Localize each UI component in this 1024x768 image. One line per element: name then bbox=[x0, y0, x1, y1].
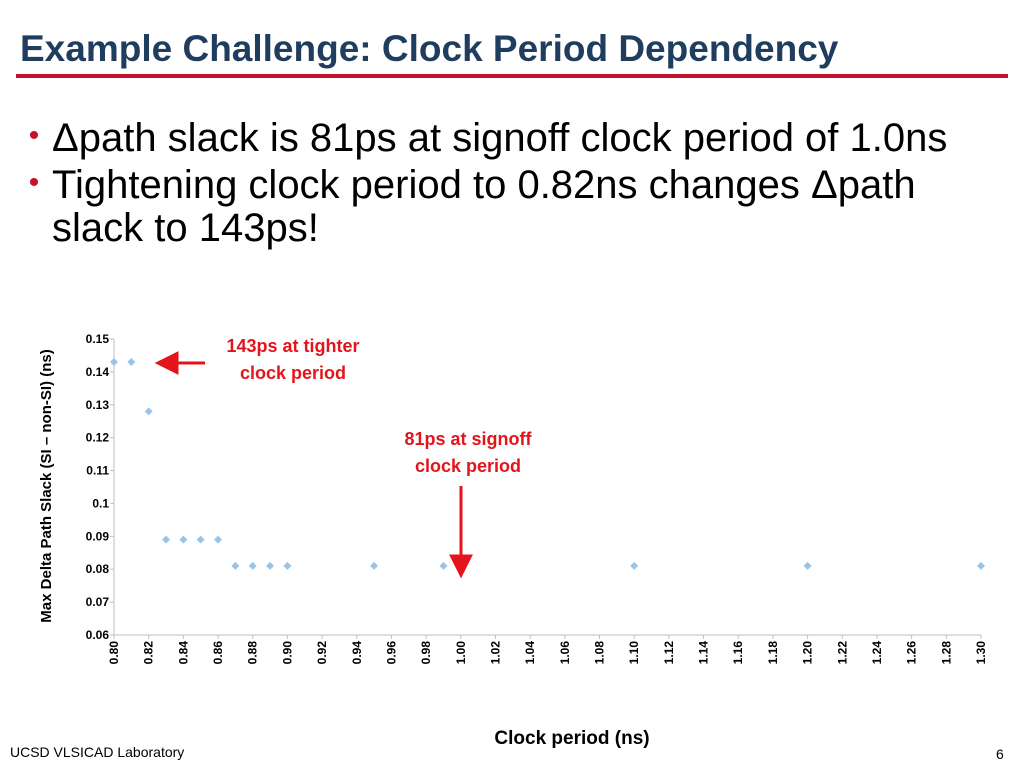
x-tick-label: 1.26 bbox=[905, 641, 919, 665]
x-tick-label: 1.12 bbox=[662, 641, 676, 665]
y-tick-label: 0.11 bbox=[86, 464, 109, 478]
annotation-text: clock period bbox=[415, 456, 521, 476]
bullet-item: • Δpath slack is 81ps at signoff clock p… bbox=[26, 117, 986, 160]
x-tick-label: 0.98 bbox=[419, 641, 433, 665]
x-tick-label: 1.20 bbox=[801, 641, 815, 665]
data-point bbox=[127, 358, 136, 367]
data-point bbox=[266, 561, 275, 570]
x-tick-label: 0.90 bbox=[280, 641, 294, 665]
x-tick-label: 1.08 bbox=[593, 641, 607, 665]
x-tick-label: 0.82 bbox=[142, 641, 156, 665]
data-point bbox=[370, 561, 379, 570]
data-point bbox=[803, 561, 812, 570]
bullet-item: • Tightening clock period to 0.82ns chan… bbox=[26, 164, 986, 250]
page-number: 6 bbox=[996, 746, 1004, 762]
bullet-text: Tightening clock period to 0.82ns change… bbox=[52, 163, 916, 250]
data-point bbox=[283, 561, 292, 570]
data-point bbox=[110, 358, 118, 367]
x-tick-label: 0.84 bbox=[176, 641, 190, 665]
footer-lab-name: UCSD VLSICAD Laboratory bbox=[10, 744, 185, 760]
data-point bbox=[179, 535, 188, 544]
x-tick-label: 1.22 bbox=[835, 641, 849, 665]
y-tick-label: 0.13 bbox=[86, 398, 110, 412]
x-tick-label: 1.02 bbox=[488, 641, 502, 665]
data-point bbox=[977, 561, 985, 570]
y-tick-label: 0.12 bbox=[86, 431, 110, 445]
y-tick-label: 0.15 bbox=[86, 332, 110, 346]
x-tick-label: 0.92 bbox=[315, 641, 329, 665]
y-axis-label: Max Delta Path Slack (SI – non-SI) (ns) bbox=[38, 349, 55, 622]
data-point bbox=[439, 561, 448, 570]
data-point bbox=[196, 535, 205, 544]
x-tick-label: 1.10 bbox=[627, 641, 641, 665]
data-point bbox=[231, 561, 240, 570]
x-tick-label: 1.06 bbox=[558, 641, 572, 665]
x-tick-label: 1.18 bbox=[766, 641, 780, 665]
scatter-chart: 0.060.070.080.090.10.110.120.130.140.15 … bbox=[38, 332, 988, 749]
x-tick-label: 0.94 bbox=[350, 641, 364, 665]
y-tick-label: 0.08 bbox=[86, 562, 110, 576]
y-tick-label: 0.07 bbox=[86, 595, 110, 609]
x-tick-label: 0.86 bbox=[211, 641, 225, 665]
data-point bbox=[162, 535, 171, 544]
x-tick-label: 1.14 bbox=[697, 641, 711, 665]
y-tick-label: 0.09 bbox=[86, 529, 110, 543]
x-tick-label: 0.96 bbox=[384, 641, 398, 665]
x-tick-labels: 0.80 0.82 0.84 0.86 0.88 0.90 0.92 0.94 0.96 0.98… bbox=[107, 641, 988, 665]
annotations: 143ps at tighter clock period 81ps at sign… bbox=[154, 336, 533, 579]
bullet-list: • Δpath slack is 81ps at signoff clock p… bbox=[26, 117, 986, 254]
data-point bbox=[144, 407, 153, 416]
bullet-marker: • bbox=[28, 166, 40, 199]
x-axis-label: Clock period (ns) bbox=[494, 728, 649, 749]
data-point bbox=[248, 561, 257, 570]
chart-axes bbox=[110, 338, 982, 639]
x-tick-label: 0.88 bbox=[246, 641, 260, 665]
x-tick-label: 1.00 bbox=[454, 641, 468, 665]
x-tick-label: 0.80 bbox=[107, 641, 121, 665]
annotation-text: 143ps at tighter bbox=[226, 336, 359, 356]
bullet-text: Δpath slack is 81ps at signoff clock per… bbox=[52, 116, 948, 160]
y-tick-label: 0.14 bbox=[86, 365, 110, 379]
x-tick-label: 1.30 bbox=[974, 641, 988, 665]
x-tick-label: 1.28 bbox=[939, 641, 953, 665]
annotation-text: clock period bbox=[240, 363, 346, 383]
x-tick-label: 1.24 bbox=[870, 641, 884, 665]
data-point bbox=[630, 561, 639, 570]
title-underline bbox=[16, 74, 1008, 78]
x-tick-label: 1.16 bbox=[731, 641, 745, 665]
annotation-text: 81ps at signoff bbox=[404, 429, 532, 449]
y-tick-labels: 0.06 0.07 0.08 0.09 0.1 0.11 0.12 0.13 0.14 0.15 bbox=[86, 332, 110, 642]
y-tick-label: 0.1 bbox=[92, 496, 109, 510]
bullet-marker: • bbox=[28, 119, 40, 152]
y-tick-label: 0.06 bbox=[86, 628, 110, 642]
slide-title: Example Challenge: Clock Period Dependen… bbox=[20, 28, 839, 69]
data-points bbox=[110, 358, 985, 570]
data-point bbox=[214, 535, 223, 544]
x-tick-label: 1.04 bbox=[523, 641, 537, 665]
